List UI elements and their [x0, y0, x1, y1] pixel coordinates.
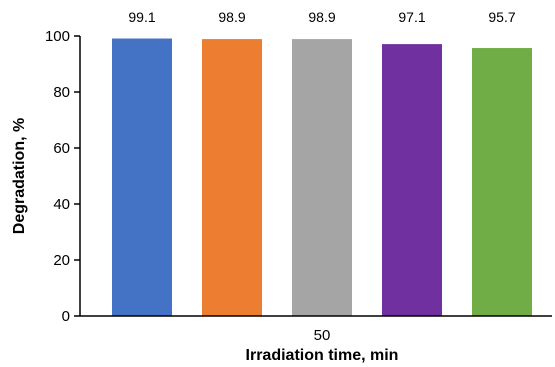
- x-category-label: 50: [314, 327, 331, 344]
- bar-2-value-label: 98.9: [218, 9, 245, 25]
- y-tick-label: 100: [45, 28, 70, 45]
- y-tick-label: 0: [62, 308, 70, 325]
- bar-1-value-label: 99.1: [128, 9, 155, 25]
- bar-4-value-label: 97.1: [398, 9, 425, 25]
- y-tick-label: 60: [53, 140, 70, 157]
- bar-5-value-label: 95.7: [488, 9, 515, 25]
- y-tick-label: 80: [53, 84, 70, 101]
- x-axis-title: Irradiation time, min: [246, 347, 399, 364]
- bars: [112, 38, 532, 317]
- bar-3-value-label: 98.9: [308, 9, 335, 25]
- y-tick-label: 40: [53, 196, 70, 213]
- bar-1: [112, 38, 172, 317]
- y-tick-label: 20: [53, 252, 70, 269]
- bar-2: [202, 39, 262, 317]
- bar-data-labels: 99.1 98.9 98.9 97.1 95.7: [128, 9, 515, 25]
- y-axis-ticks: 0 20 40 60 80 100: [45, 28, 80, 325]
- bar-5: [472, 48, 532, 316]
- bar-4: [382, 44, 442, 317]
- y-axis-title: Degradation, %: [11, 118, 28, 234]
- bar-3: [292, 39, 352, 317]
